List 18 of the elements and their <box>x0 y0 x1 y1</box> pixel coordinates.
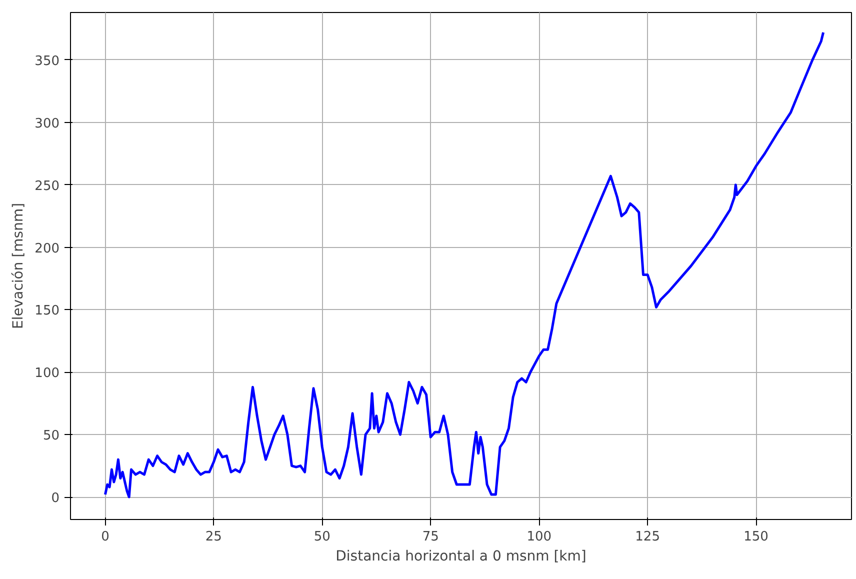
x-tick-label: 25 <box>205 530 222 544</box>
y-tick-label: 50 <box>42 428 60 444</box>
x-tick-label: 150 <box>744 530 768 544</box>
y-tick-label: 350 <box>34 54 60 69</box>
line-series <box>104 31 825 498</box>
x-axis-title: Distancia horizontal a 0 msnm [km] <box>336 548 586 564</box>
y-tick-label: 100 <box>34 366 60 382</box>
x-tick-label: 100 <box>526 530 552 544</box>
x-tick-label: 125 <box>635 530 660 544</box>
x-tick-label: 50 <box>314 530 330 544</box>
y-tick-label: 300 <box>34 116 60 132</box>
y-tick-label: 150 <box>34 304 60 319</box>
y-axis-title: Elevación [msnm] <box>10 202 27 330</box>
y-tick-label: 200 <box>34 241 60 256</box>
y-tick-label: 250 <box>34 178 60 194</box>
y-tick-label: 0 <box>51 491 60 506</box>
x-tick-label: 0 <box>101 530 110 544</box>
x-tick-label: 75 <box>422 530 439 544</box>
